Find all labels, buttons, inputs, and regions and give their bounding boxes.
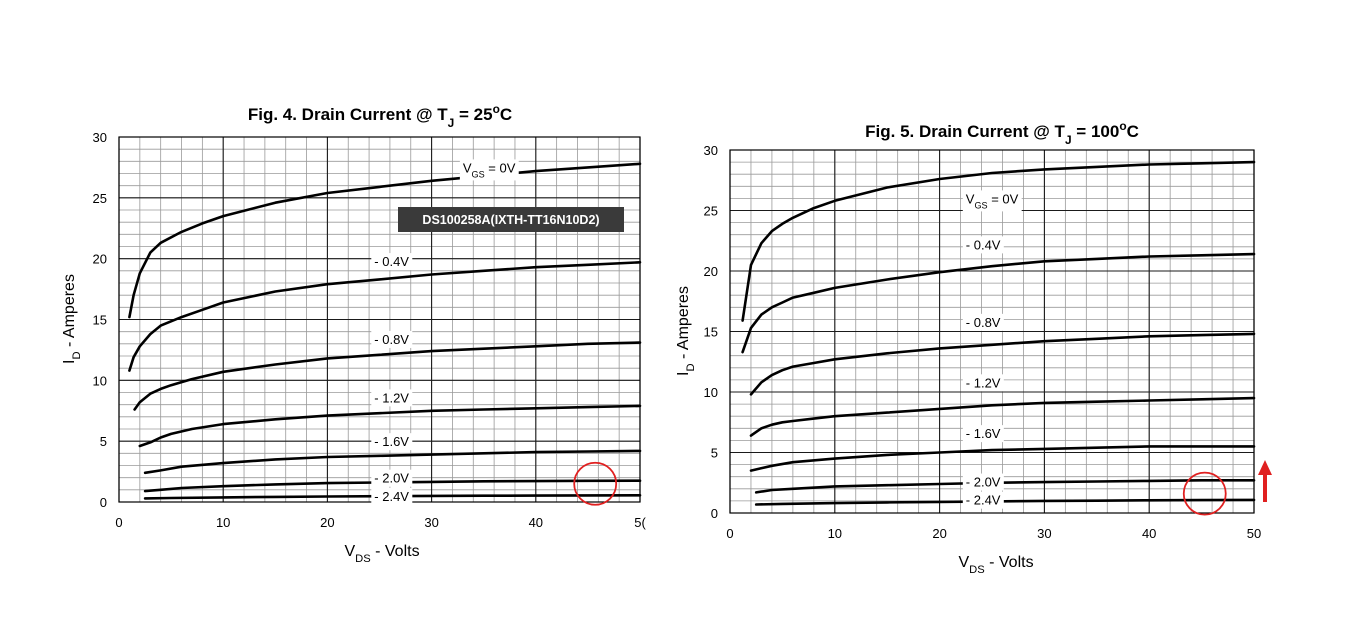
x-axis-label: VDS - Volts [344, 543, 419, 565]
series-label-text: - 1.6V [374, 434, 409, 449]
series-line [741, 160, 1256, 322]
annotation-overlay [1258, 460, 1272, 502]
annotation-circle [573, 461, 618, 506]
series-label-text: - 2.0V [966, 475, 1001, 490]
series-line [741, 252, 1256, 354]
series-label: - 0.4V [371, 253, 413, 271]
y-axis-label: ID - Amperes [675, 286, 697, 376]
chart-title: Fig. 4. Drain Current @ TJ = 25oC [248, 102, 512, 130]
series-label-text: VGS = 0V [966, 191, 1019, 210]
series-label-text: - 1.2V [374, 390, 409, 405]
y-tick-label: 25 [704, 204, 718, 219]
series-label-bg [371, 487, 413, 505]
series-label-bg [962, 313, 1004, 331]
series-label-bg [371, 433, 413, 451]
series-group [741, 160, 1256, 506]
series-label-bg [371, 389, 413, 407]
watermark-text: DS100258A(IXTH-TT16N10D2) [422, 213, 599, 227]
x-tick-label: 50 [1247, 526, 1261, 541]
series-line [133, 341, 642, 411]
series-label-bg [459, 159, 519, 181]
series-line [138, 404, 642, 448]
series-label-bg [962, 190, 1022, 212]
series-line [128, 162, 642, 319]
y-tick-label: 30 [93, 130, 107, 145]
y-tick-label: 30 [704, 143, 718, 158]
series-label: VGS = 0V [962, 190, 1022, 212]
x-axis-label: VDS - Volts [958, 554, 1033, 576]
series-label-text: - 2.4V [374, 489, 409, 504]
series-label-text: VGS = 0V [463, 160, 516, 179]
series-label: - 1.2V [962, 374, 1004, 392]
y-tick-label: 15 [93, 313, 107, 328]
series-line [128, 261, 642, 372]
series-label: - 1.6V [371, 433, 413, 451]
series-line [143, 449, 642, 475]
series-label-text: - 2.0V [374, 471, 409, 486]
series-label-bg [371, 330, 413, 348]
chart-fig4: 0 5 10 15 20 25 30 0 10 20 30 40 5( Fig. 4. Drain Cur… [61, 102, 646, 565]
y-tick-label: 20 [93, 252, 107, 267]
series-label-text: - 0.8V [966, 315, 1001, 330]
series-label: - 2.0V [962, 473, 1004, 491]
series-line [749, 332, 1256, 396]
series-label-bg [962, 374, 1004, 392]
series-label-bg [371, 253, 413, 271]
series-label-text: - 1.6V [966, 426, 1001, 441]
series-label-text: - 0.8V [374, 332, 409, 347]
series-label: - 0.4V [962, 236, 1004, 254]
annotation-circle [1182, 471, 1227, 516]
y-tick-label: 10 [704, 385, 718, 400]
y-tick-label: 10 [93, 373, 107, 388]
x-tick-label: 5( [634, 515, 646, 530]
series-label-text: - 2.4V [966, 493, 1001, 508]
chart-title: Fig. 5. Drain Current @ TJ = 100oC [865, 119, 1139, 147]
y-tick-label: 0 [711, 506, 718, 521]
series-line [749, 445, 1256, 472]
watermark-bg [398, 207, 624, 232]
x-tick-label: 20 [932, 526, 946, 541]
x-tick-label: 20 [320, 515, 334, 530]
series-label-bg [962, 491, 1004, 509]
series-line [754, 479, 1256, 494]
series-label: - 1.6V [962, 425, 1004, 443]
x-tick-label: 30 [1037, 526, 1051, 541]
series-label-text: - 0.4V [374, 254, 409, 269]
y-tick-label: 20 [704, 264, 718, 279]
watermark-badge: DS100258A(IXTH-TT16N10D2) [398, 207, 624, 232]
series-label-bg [371, 469, 413, 487]
series-label: - 0.8V [962, 313, 1004, 331]
x-tick-label: 0 [726, 526, 733, 541]
y-tick-label: 25 [93, 191, 107, 206]
x-tick-label: 30 [424, 515, 438, 530]
plot-frame [729, 149, 1255, 514]
series-label: - 2.4V [962, 491, 1004, 509]
series-label: - 0.8V [371, 330, 413, 348]
series-label: - 2.0V [371, 469, 413, 487]
y-axis-label: ID - Amperes [61, 274, 83, 364]
series-label-bg [962, 425, 1004, 443]
x-tick-label: 10 [216, 515, 230, 530]
series-label: - 2.4V [371, 487, 413, 505]
chart-fig5: 0 5 10 15 20 25 30 0 10 20 30 40 50 Fig. 5. Drain Cur… [675, 119, 1261, 576]
x-tick-label: 0 [115, 515, 122, 530]
y-tick-label: 5 [100, 434, 107, 449]
series-label-bg [962, 473, 1004, 491]
y-tick-label: 5 [711, 446, 718, 461]
y-tick-label: 15 [704, 325, 718, 340]
x-tick-label: 40 [529, 515, 543, 530]
series-label: - 1.2V [371, 389, 413, 407]
series-label-text: - 0.4V [966, 237, 1001, 252]
series-line [749, 396, 1256, 437]
series-label-bg [962, 236, 1004, 254]
series-label-text: - 1.2V [966, 375, 1001, 390]
annotation-arrowhead [1258, 460, 1272, 475]
y-tick-label: 0 [100, 495, 107, 510]
x-tick-label: 40 [1142, 526, 1156, 541]
x-tick-label: 10 [828, 526, 842, 541]
series-line [143, 479, 642, 493]
series-label: VGS = 0V [459, 159, 519, 181]
